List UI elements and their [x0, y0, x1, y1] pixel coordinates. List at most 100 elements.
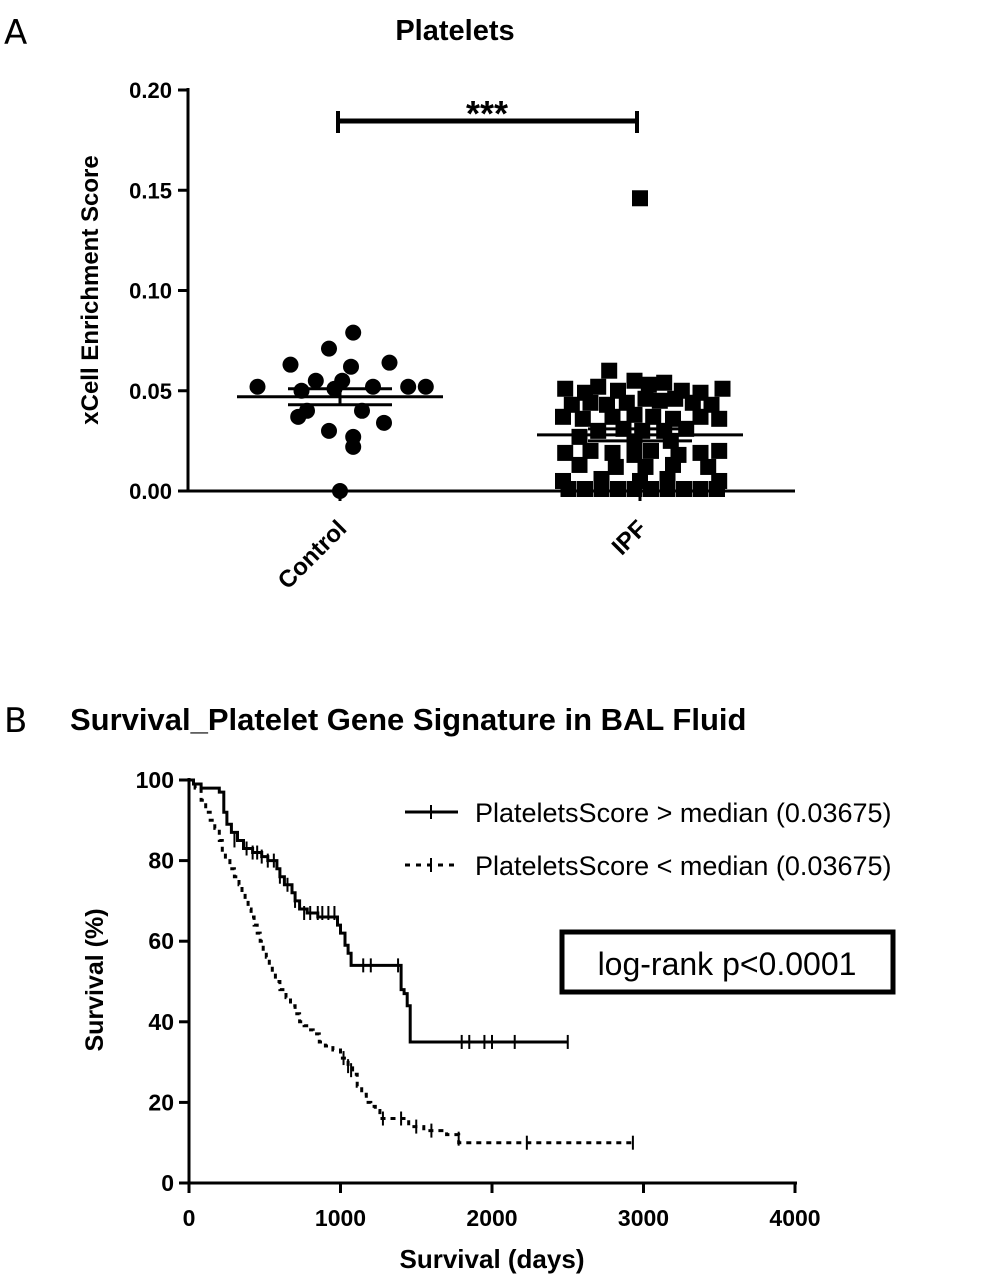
- x-tick-label: 2000: [466, 1205, 517, 1231]
- significance-stars: ***: [466, 93, 508, 134]
- control-data-point: [307, 372, 324, 389]
- ipf-data-point: [656, 374, 673, 391]
- x-tick-label: IPF: [607, 515, 652, 560]
- x-tick-label: 1000: [315, 1205, 366, 1231]
- ipf-data-point: [555, 408, 571, 425]
- control-data-point: [332, 483, 348, 499]
- panel-b-y-axis-label: Survival (%): [81, 908, 109, 1051]
- ipf-data-point: [700, 458, 717, 475]
- ipf-data-point: [637, 390, 654, 407]
- ipf-data-point: [571, 456, 588, 473]
- control-data-point: [354, 402, 370, 419]
- ipf-data-point: [571, 428, 588, 445]
- ipf-data-point: [703, 396, 720, 413]
- ipf-data-point: [574, 410, 591, 427]
- ipf-data-point: [632, 190, 648, 207]
- significance-bracket: ***: [336, 93, 639, 134]
- ipf-data-point: [626, 406, 643, 423]
- y-tick-label: 100: [136, 767, 174, 793]
- ipf-data-point: [607, 458, 624, 475]
- legend-label-low: PlateletsScore < median (0.03675): [475, 851, 892, 881]
- panel-b-x-ticks: 0 1000 2000 3000 4000: [183, 1183, 821, 1231]
- ipf-data-point: [582, 394, 599, 411]
- y-tick-label: 0: [161, 1170, 174, 1196]
- ipf-data-point: [692, 480, 709, 497]
- ipf-data-point: [599, 396, 615, 413]
- control-data-point: [334, 372, 351, 389]
- control-data-point: [290, 408, 307, 425]
- panel-b-curves: [189, 778, 634, 1150]
- ipf-data-point: [640, 376, 657, 393]
- control-data-point: [345, 438, 362, 455]
- control-data-point: [345, 324, 362, 341]
- ipf-data-point: [604, 408, 621, 425]
- ipf-data-point: [711, 410, 728, 427]
- panel-a-points: [249, 190, 731, 499]
- ipf-data-point: [563, 396, 580, 413]
- panel-a-title: Platelets: [395, 15, 514, 47]
- legend-label-high: PlateletsScore > median (0.03675): [475, 798, 892, 828]
- ipf-data-point: [593, 480, 610, 497]
- y-tick-label: 40: [148, 1009, 174, 1035]
- ipf-data-point: [582, 442, 599, 459]
- y-tick-label: 0.10: [129, 279, 172, 304]
- ipf-data-point: [667, 390, 684, 407]
- control-data-point: [365, 378, 381, 395]
- ipf-data-point: [651, 392, 668, 409]
- panel-b-chart: Survival_Platelet Gene Signature in BAL …: [70, 702, 896, 1274]
- ipf-data-point: [604, 444, 621, 461]
- y-tick-label: 0.00: [129, 479, 172, 504]
- legend: PlateletsScore > median (0.03675) Platel…: [405, 798, 892, 881]
- legend-item-high: PlateletsScore > median (0.03675): [405, 798, 892, 828]
- ipf-data-point: [709, 480, 725, 497]
- y-tick-label: 0.05: [129, 379, 172, 404]
- ipf-data-point: [626, 480, 643, 497]
- ipf-data-point: [711, 442, 728, 459]
- ipf-data-point: [645, 408, 662, 425]
- ipf-data-point: [659, 480, 676, 497]
- x-tick-label: Control: [273, 515, 352, 594]
- panel-b-letter: B: [4, 701, 27, 741]
- panel-b-title: Survival_Platelet Gene Signature in BAL …: [70, 702, 746, 737]
- ipf-data-point: [601, 362, 618, 379]
- y-tick-label: 0.15: [129, 178, 172, 203]
- ipf-data-point: [560, 480, 577, 497]
- x-tick-label: 4000: [769, 1205, 820, 1231]
- panel-a-x-ticks: Control IPF: [273, 491, 652, 595]
- control-data-point: [249, 378, 266, 395]
- control-data-point: [400, 378, 417, 395]
- ipf-data-point: [590, 378, 607, 395]
- x-tick-label: 0: [183, 1205, 196, 1231]
- panel-b-y-ticks: 0 20 40 60 80 100: [136, 767, 189, 1196]
- log-rank-annotation: log-rank p<0.0001: [559, 929, 896, 995]
- ipf-data-point: [692, 408, 709, 425]
- ipf-data-point: [610, 480, 626, 497]
- ipf-data-point: [618, 394, 635, 411]
- panel-a-mean-sem-bars: [237, 387, 743, 443]
- ipf-data-point: [684, 394, 701, 411]
- ipf-data-point: [626, 446, 643, 463]
- control-data-point: [343, 358, 359, 375]
- ipf-data-point: [626, 372, 643, 389]
- ipf-data-point: [692, 444, 709, 461]
- control-data-point: [282, 356, 299, 373]
- panel-a-chart: Platelets xCell Enrichment Score 0.00 0.0…: [77, 15, 795, 595]
- control-data-point: [293, 382, 310, 399]
- curve-low-score: [189, 778, 633, 1145]
- ipf-data-point: [665, 456, 681, 473]
- ipf-data-point: [637, 458, 654, 475]
- ipf-data-point: [643, 480, 659, 497]
- control-data-point: [321, 340, 337, 357]
- ipf-data-point: [665, 410, 681, 427]
- control-data-point: [381, 354, 398, 371]
- panel-a-y-axis-label: xCell Enrichment Score: [77, 155, 104, 424]
- ipf-data-point: [610, 382, 626, 399]
- x-tick-label: 3000: [618, 1205, 669, 1231]
- y-tick-label: 0.20: [129, 78, 172, 103]
- curve-high-score: [189, 778, 568, 1044]
- control-data-point: [376, 414, 392, 431]
- ipf-data-point: [590, 422, 607, 439]
- y-tick-label: 80: [148, 848, 174, 874]
- ipf-data-point: [714, 380, 731, 397]
